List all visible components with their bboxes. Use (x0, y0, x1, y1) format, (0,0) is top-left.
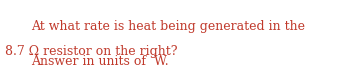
Text: Answer in units of  W.: Answer in units of W. (31, 55, 169, 68)
Text: At what rate is heat being generated in the: At what rate is heat being generated in … (31, 20, 305, 33)
Text: 8.7 Ω resistor on the right?: 8.7 Ω resistor on the right? (5, 45, 178, 58)
